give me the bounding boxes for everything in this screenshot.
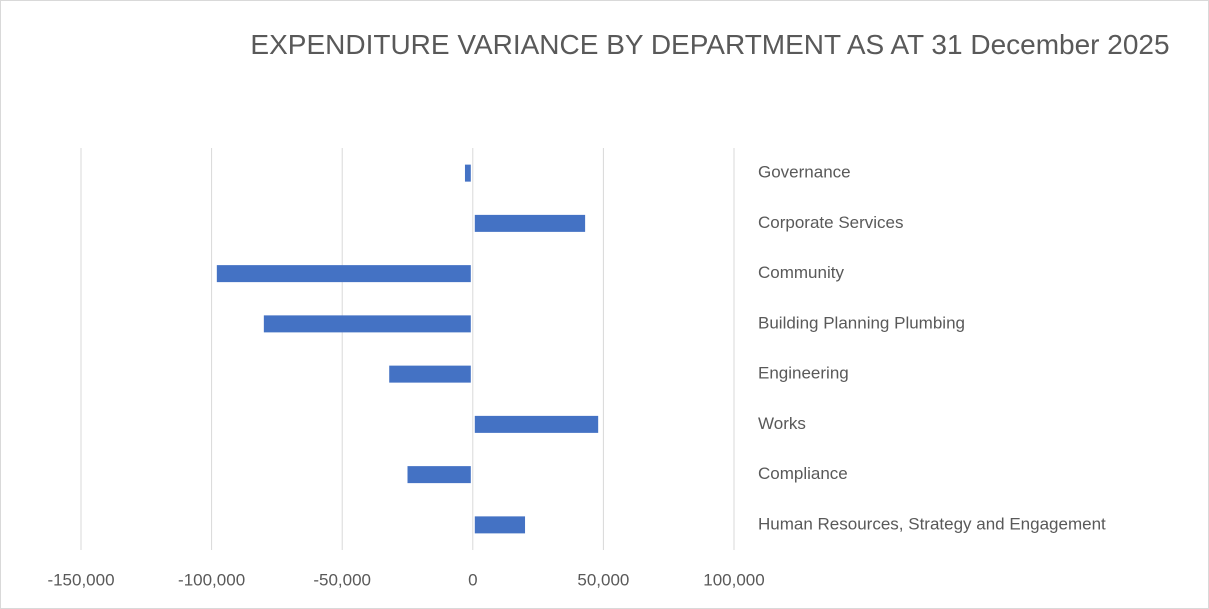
- category-label: Works: [758, 414, 806, 433]
- bar: [216, 265, 471, 283]
- category-label: Governance: [758, 163, 851, 182]
- category-label: Engineering: [758, 364, 849, 383]
- x-tick-label: 50,000: [577, 570, 629, 589]
- bar: [263, 315, 471, 333]
- category-label: Corporate Services: [758, 213, 904, 232]
- x-tick-label: 0: [468, 570, 477, 589]
- bar: [474, 415, 599, 433]
- x-tick-label: -50,000: [313, 570, 371, 589]
- bar: [474, 516, 526, 534]
- category-label: Human Resources, Strategy and Engagement: [758, 514, 1106, 533]
- category-label: Community: [758, 263, 844, 282]
- x-tick-label: 100,000: [703, 570, 764, 589]
- category-label: Building Planning Plumbing: [758, 313, 965, 332]
- x-tick-label: -150,000: [47, 570, 114, 589]
- bar: [464, 164, 471, 182]
- bar: [407, 466, 471, 484]
- bar: [389, 365, 471, 383]
- bar: [474, 214, 586, 232]
- chart-title: EXPENDITURE VARIANCE BY DEPARTMENT AS AT…: [250, 29, 1170, 60]
- x-tick-label: -100,000: [178, 570, 245, 589]
- category-label: Compliance: [758, 464, 848, 483]
